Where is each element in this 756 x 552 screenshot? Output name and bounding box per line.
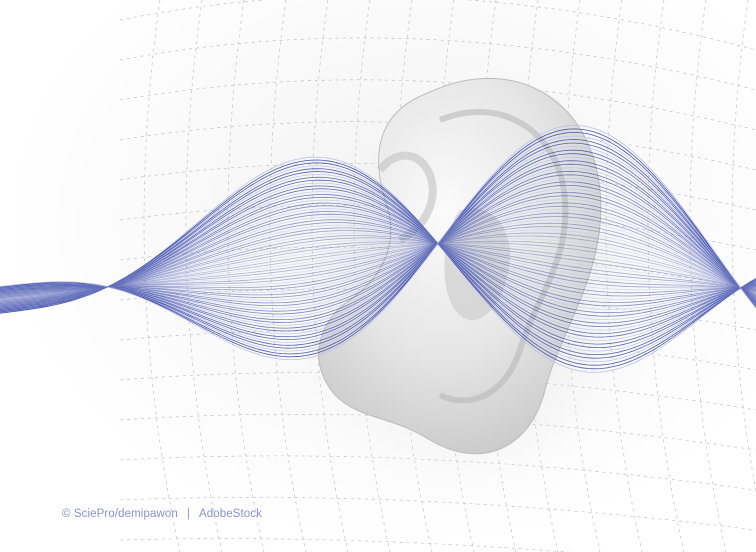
grid-line: [311, 0, 349, 552]
wave-strand: [0, 238, 756, 300]
grid-line: [143, 0, 181, 552]
wave-strand: [0, 229, 756, 299]
wave-strand: [0, 232, 756, 299]
credit-source: AdobeStock: [198, 508, 262, 520]
wave-strand: [0, 241, 756, 302]
wave-strand: [0, 242, 756, 301]
grid-line: [605, 0, 643, 552]
credit-owner: © SciePro/demipawon: [62, 508, 178, 520]
grid-line: [119, 538, 571, 552]
grid-line: [119, 37, 756, 91]
wave-strand: [0, 124, 756, 360]
grid-line: [185, 0, 223, 552]
wave-strand: [0, 235, 756, 300]
wave-strand: [0, 230, 756, 304]
wave-strand: [0, 242, 756, 302]
wave-strand: [0, 226, 756, 299]
credit-separator: |: [186, 508, 190, 520]
image-credit: © SciePro/demipawon | AdobeStock: [62, 508, 262, 520]
grid-line: [269, 0, 307, 552]
wave-strand: [0, 243, 756, 301]
wave-strand: [0, 240, 756, 301]
grid-line: [689, 0, 727, 552]
wave-strand: [0, 237, 756, 303]
sound-wave: [0, 124, 756, 373]
ear-helix: [438, 109, 569, 404]
grid-line: [227, 0, 265, 552]
wave-strand: [0, 239, 756, 303]
wave-strand: [0, 235, 756, 303]
grid-line: [119, 0, 756, 51]
grid-line: [647, 0, 685, 552]
grid-line: [731, 0, 756, 494]
wave-strand: [0, 232, 756, 304]
